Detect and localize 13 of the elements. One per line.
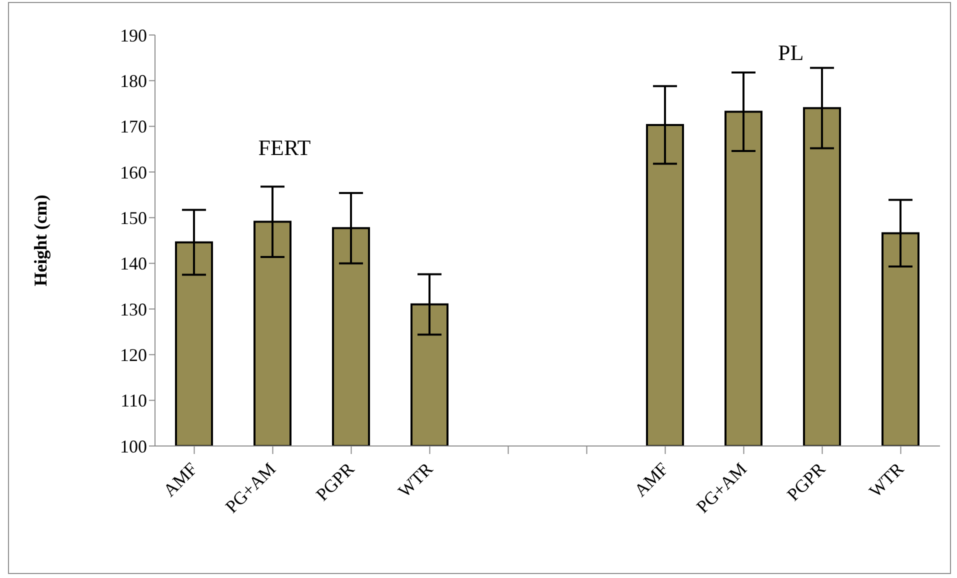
y-tick-label: 190: [120, 25, 147, 46]
y-tick-label: 130: [120, 299, 147, 320]
y-axis-title: Height (cm): [30, 194, 50, 286]
annotation: FERT: [258, 135, 311, 161]
y-tick-label: 170: [120, 116, 147, 137]
y-tick-label: 180: [120, 71, 147, 92]
y-tick-label: 100: [120, 436, 147, 456]
y-tick-label: 150: [120, 208, 147, 228]
annotation: PL: [778, 40, 804, 66]
y-tick-label: 160: [120, 162, 147, 182]
y-tick-label: 120: [120, 345, 147, 366]
y-tick-label: 140: [120, 254, 147, 274]
y-tick-label: 110: [120, 390, 147, 411]
